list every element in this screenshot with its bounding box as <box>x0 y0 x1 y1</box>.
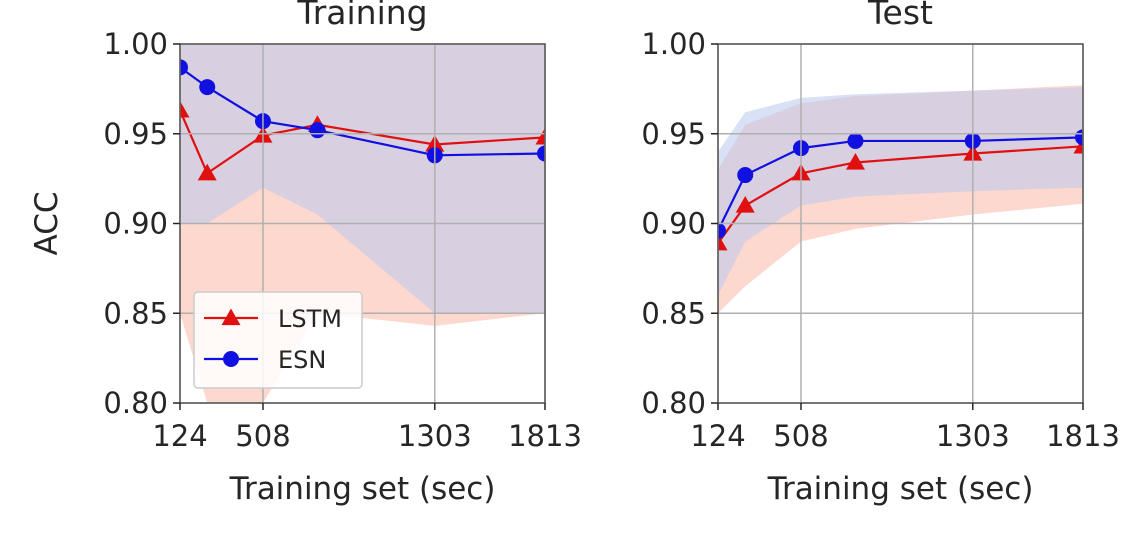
x-tick-label: 1813 <box>1046 419 1120 453</box>
plot-area <box>718 85 1083 314</box>
y-tick-label: 0.85 <box>641 296 706 330</box>
y-tick-label: 1.00 <box>103 27 168 61</box>
data-point-lstm <box>197 163 217 181</box>
data-point-lstm <box>180 100 190 118</box>
panel-training: 0.80 0.85 0.90 0.95 1.00 124 508 1303 1813 Traini… <box>29 0 582 507</box>
y-axis-label: ACC <box>29 192 65 256</box>
x-axis-label: Training set (sec) <box>229 471 496 507</box>
series-line-esn <box>718 136 1083 232</box>
data-point-lstm <box>535 127 545 145</box>
y-tick-label: 0.95 <box>103 117 168 151</box>
x-tick-label: 1303 <box>936 419 1010 453</box>
data-point-esn <box>718 222 726 239</box>
data-point-esn <box>737 167 754 184</box>
y-tick-label: 0.85 <box>103 296 168 330</box>
band-esn <box>180 44 545 314</box>
legend-marker-esn <box>223 351 239 367</box>
y-tick-label: 0.95 <box>641 117 706 151</box>
x-axis-label: Training set (sec) <box>767 471 1034 507</box>
y-tick-label: 0.80 <box>641 386 706 420</box>
panel-test: 0.80 0.85 0.90 0.95 1.00 124 508 1303 1813 Test Tr… <box>641 0 1119 507</box>
x-tick-label: 1303 <box>398 419 472 453</box>
chart-title: Test <box>867 0 933 32</box>
legend-label-esn: ESN <box>278 346 326 374</box>
band-esn <box>718 87 1083 296</box>
y-tick-label: 0.90 <box>641 207 706 241</box>
data-point-lstm <box>845 152 865 170</box>
y-tick-label: 1.00 <box>641 27 706 61</box>
data-point-esn <box>847 132 864 149</box>
legend-marker-lstm <box>221 308 241 326</box>
data-point-esn <box>180 59 188 76</box>
x-tick-label: 508 <box>773 419 828 453</box>
x-tick-label: 1813 <box>508 419 582 453</box>
y-tick-label: 0.80 <box>103 386 168 420</box>
legend: LSTM ESN <box>193 291 363 389</box>
data-point-esn <box>309 122 326 139</box>
series-line-lstm <box>180 109 545 175</box>
chart-title: Training <box>296 0 427 32</box>
y-tick-label: 0.90 <box>103 207 168 241</box>
data-point-esn <box>537 145 545 162</box>
x-tick-label: 124 <box>152 419 207 453</box>
data-point-lstm <box>735 196 755 213</box>
x-tick-label: 124 <box>690 419 745 453</box>
data-point-esn <box>199 79 216 96</box>
legend-label-lstm: LSTM <box>278 305 342 333</box>
x-tick-label: 508 <box>235 419 290 453</box>
